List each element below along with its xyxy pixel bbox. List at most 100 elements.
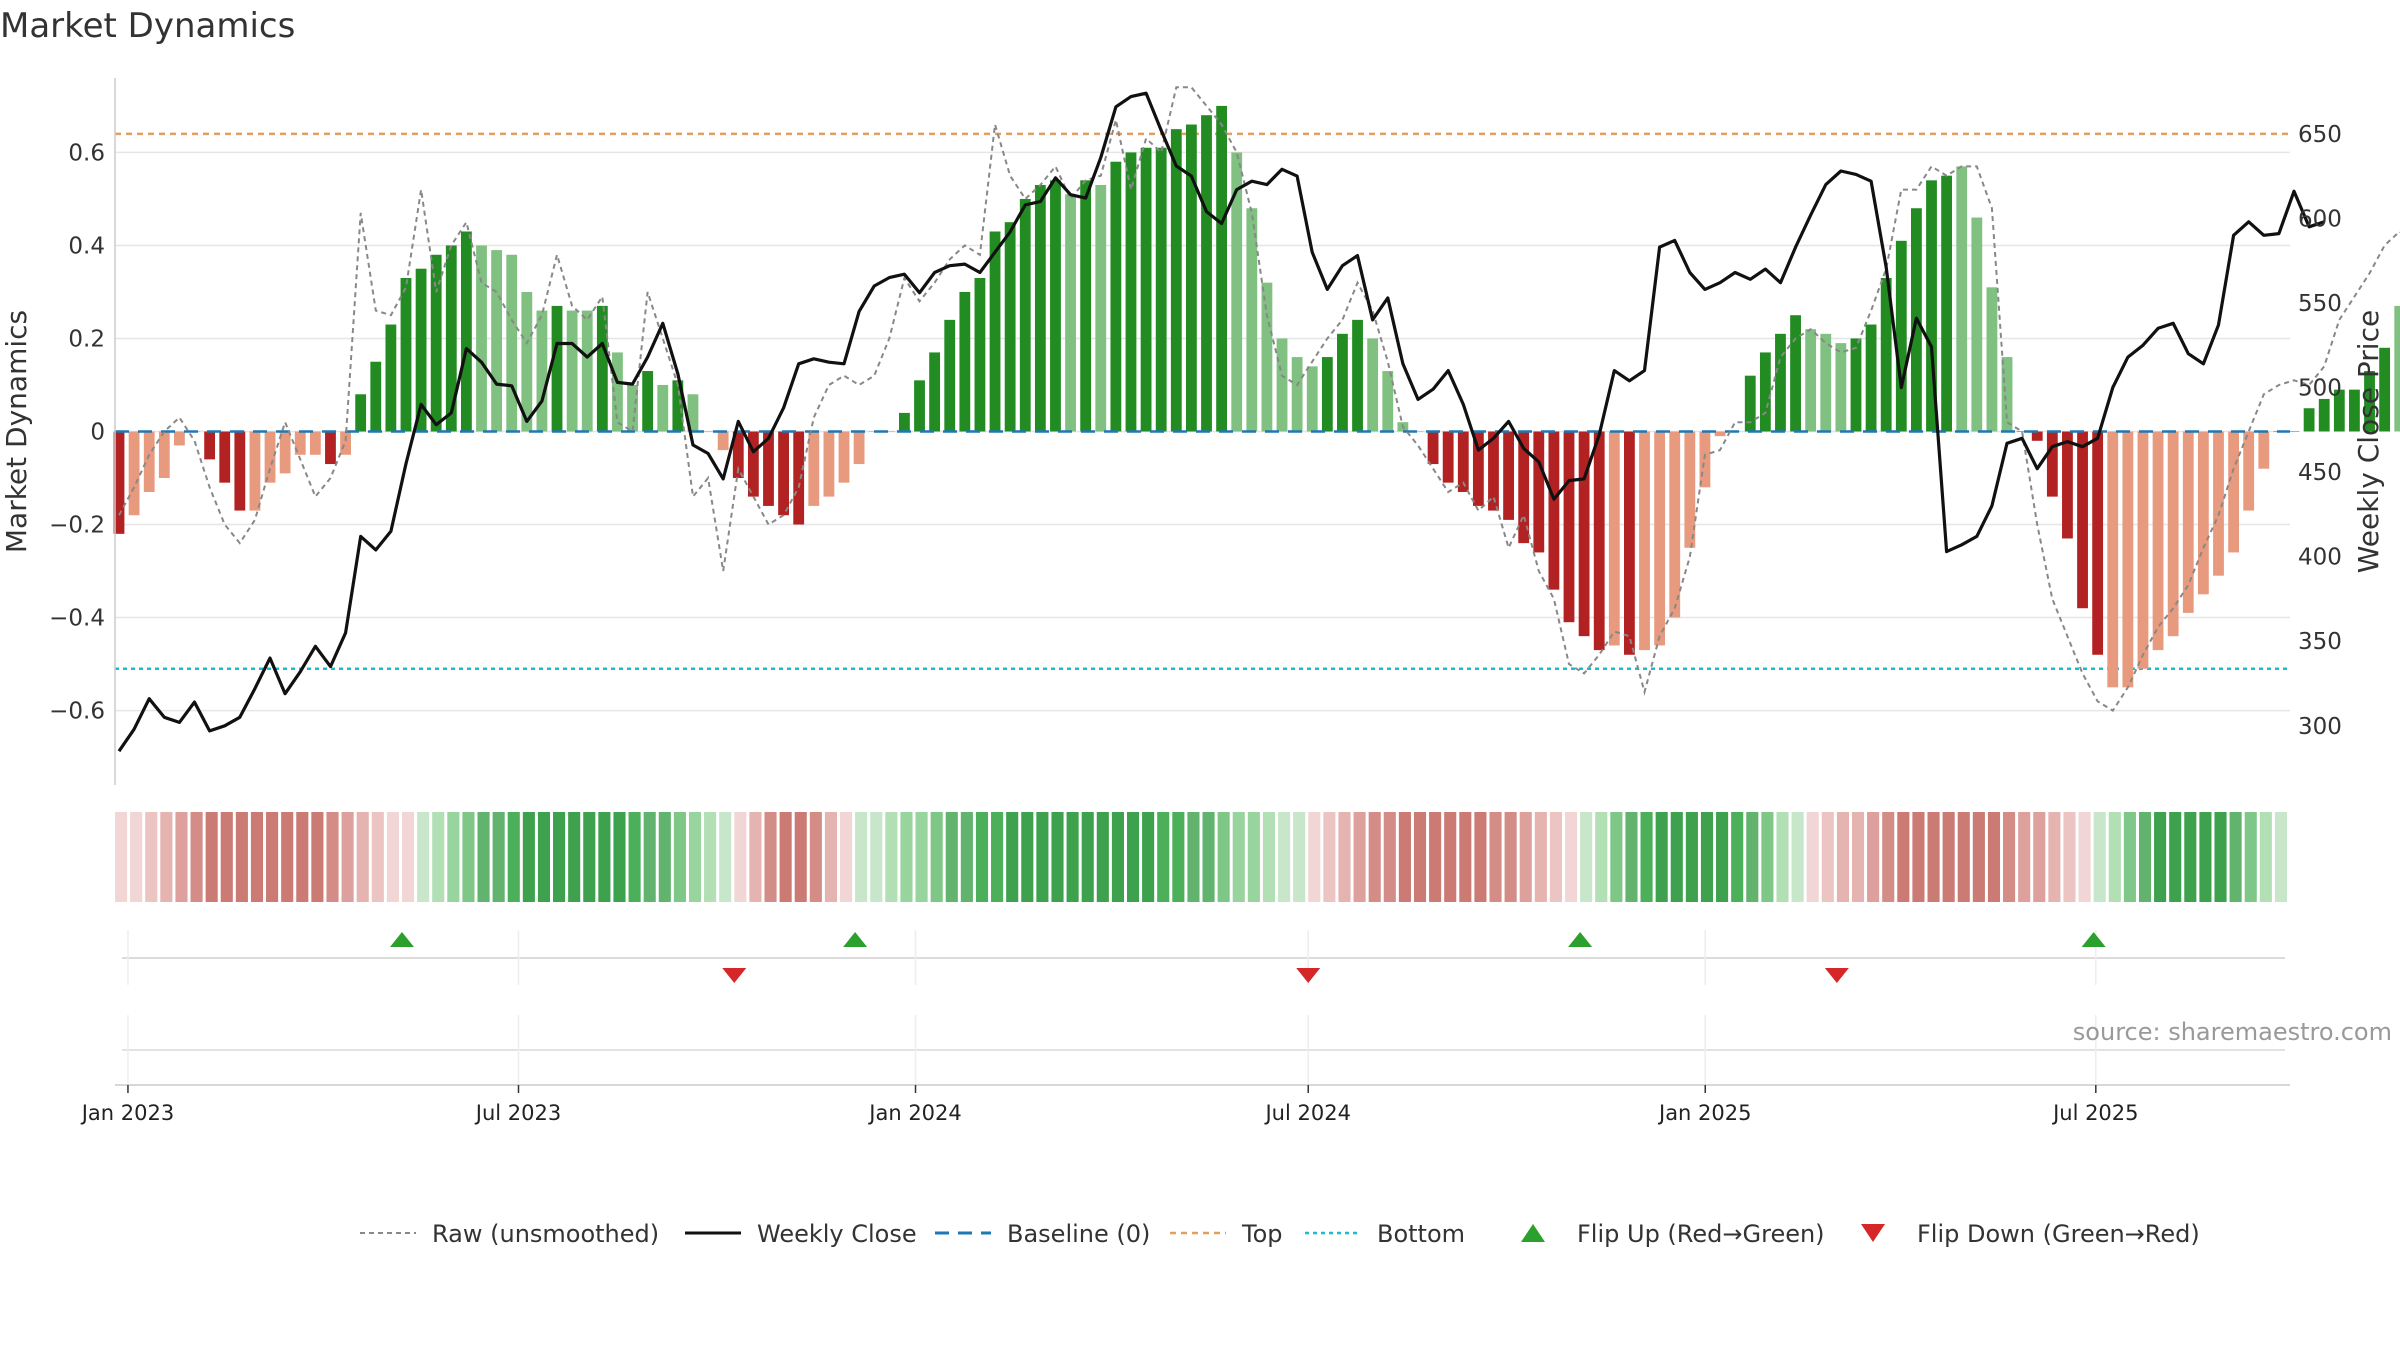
bar bbox=[279, 431, 291, 474]
bar bbox=[1926, 180, 1937, 432]
bar bbox=[1865, 324, 1877, 432]
bar bbox=[808, 431, 820, 506]
raw-line bbox=[118, 86, 2400, 712]
close-series bbox=[117, 91, 2325, 753]
heat-cell bbox=[2169, 812, 2182, 902]
bar bbox=[1110, 161, 1122, 432]
bar bbox=[2077, 431, 2088, 609]
bar bbox=[1367, 338, 1379, 432]
bar bbox=[793, 431, 805, 525]
heat-cell bbox=[1776, 812, 1789, 902]
legend-item: Bottom bbox=[1305, 1220, 1465, 1248]
y-tick-label: 0.4 bbox=[68, 233, 105, 259]
legend-label: Flip Up (Red→Green) bbox=[1577, 1220, 1825, 1248]
heat-cell bbox=[1217, 812, 1230, 902]
heat-cell bbox=[2199, 812, 2212, 902]
bar bbox=[2288, 431, 2300, 432]
heat-cell bbox=[2138, 812, 2152, 902]
heat-cell bbox=[1142, 812, 1155, 902]
heat-cell bbox=[175, 812, 188, 902]
heat-cell bbox=[1172, 812, 1185, 902]
flip-up-marker bbox=[843, 932, 868, 947]
bar bbox=[415, 268, 427, 432]
heat-cell bbox=[522, 812, 535, 902]
heat-cell bbox=[930, 812, 943, 902]
bar bbox=[1034, 184, 1046, 432]
bar bbox=[2062, 431, 2073, 539]
bar bbox=[1790, 315, 1801, 432]
bar bbox=[551, 305, 563, 432]
bar bbox=[1231, 152, 1243, 432]
bar bbox=[204, 431, 216, 460]
x-tick-label: Jul 2024 bbox=[1263, 1101, 1350, 1125]
heat-cell bbox=[960, 812, 973, 902]
bar bbox=[1472, 431, 1484, 506]
heat-cell bbox=[1761, 812, 1774, 902]
bar bbox=[174, 431, 185, 446]
y-tick-label: 0.6 bbox=[68, 140, 105, 166]
heat-cell bbox=[1262, 812, 1276, 902]
y2-tick-label: 300 bbox=[2298, 714, 2342, 740]
heat-cell bbox=[477, 812, 490, 902]
heat-cell bbox=[160, 812, 173, 902]
heat-cell bbox=[1489, 812, 1502, 902]
bar bbox=[1593, 431, 1605, 651]
flip-markers bbox=[122, 930, 2285, 1085]
bar bbox=[1518, 431, 1530, 544]
heat-cell bbox=[1821, 812, 1834, 902]
bar bbox=[2258, 431, 2270, 469]
heat-cell bbox=[824, 812, 837, 902]
legend-item: Weekly Close bbox=[685, 1220, 917, 1248]
heat-cell bbox=[1836, 812, 1849, 902]
heat-cell bbox=[507, 812, 520, 902]
heat-cell bbox=[1791, 812, 1804, 902]
heat-cell bbox=[2078, 812, 2091, 902]
bar bbox=[340, 431, 351, 455]
heat-cell bbox=[2018, 812, 2031, 902]
bar bbox=[732, 431, 744, 479]
heat-cell bbox=[432, 812, 445, 902]
bar bbox=[1608, 431, 1620, 646]
heat-cell bbox=[492, 812, 505, 902]
bar bbox=[1714, 431, 1726, 437]
bar bbox=[1125, 152, 1137, 432]
heat-cell bbox=[1474, 812, 1487, 902]
legend-label: Raw (unsmoothed) bbox=[432, 1220, 659, 1248]
heat-cell bbox=[2093, 812, 2106, 902]
bar bbox=[899, 412, 910, 432]
legend-label: Bottom bbox=[1377, 1220, 1465, 1248]
flip-up-marker bbox=[1568, 932, 1593, 947]
y2-tick-label: 500 bbox=[2298, 376, 2342, 402]
bar bbox=[2016, 431, 2028, 432]
heat-cell bbox=[2108, 812, 2121, 902]
bar bbox=[128, 431, 140, 516]
bar bbox=[1759, 352, 1771, 432]
heat-cell bbox=[1640, 812, 1653, 902]
bar bbox=[1654, 431, 1666, 646]
heat-cell bbox=[870, 812, 883, 902]
heat-cell bbox=[190, 812, 203, 902]
heat-cell bbox=[1580, 812, 1593, 902]
heat-cell bbox=[1429, 812, 1442, 902]
legend-label: Weekly Close bbox=[757, 1220, 917, 1248]
heat-cell bbox=[2003, 812, 2016, 902]
heat-cell bbox=[1111, 812, 1124, 902]
flip-up-marker bbox=[2081, 932, 2106, 947]
bar bbox=[2167, 431, 2179, 637]
heat-cell bbox=[1987, 812, 2001, 902]
heat-cell bbox=[1202, 812, 1215, 902]
bar bbox=[2107, 431, 2119, 688]
heat-cell bbox=[145, 812, 158, 902]
x-tick-label: Jul 2025 bbox=[2051, 1101, 2138, 1125]
heat-cell bbox=[1006, 812, 1019, 902]
heat-cell bbox=[1595, 812, 1608, 902]
bar bbox=[2243, 431, 2255, 511]
bar-series bbox=[113, 105, 2400, 688]
flip-down-marker bbox=[722, 968, 747, 983]
heat-cell bbox=[205, 812, 218, 902]
bar bbox=[2197, 431, 2209, 595]
bar bbox=[823, 431, 835, 497]
heat-cell bbox=[311, 812, 324, 902]
bar bbox=[642, 371, 654, 432]
bar bbox=[385, 324, 397, 432]
